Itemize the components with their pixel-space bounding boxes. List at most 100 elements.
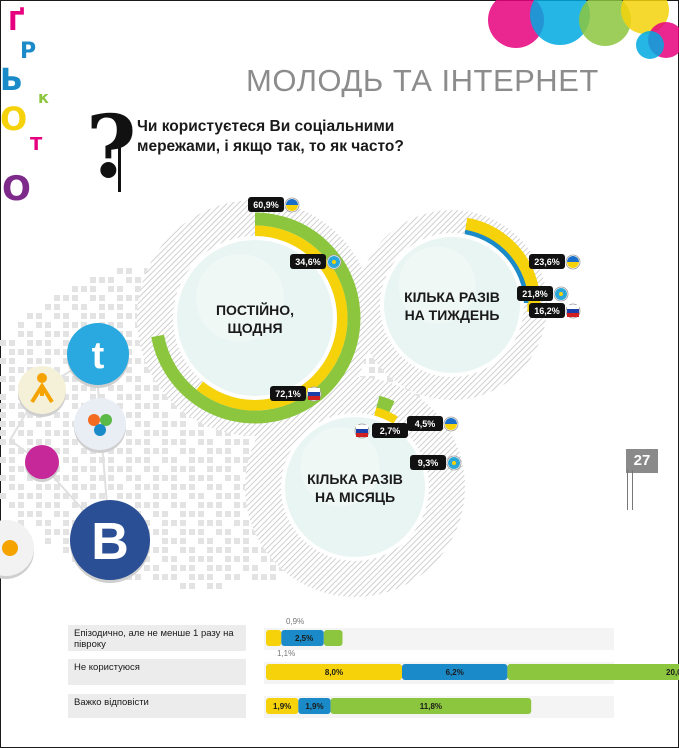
grid-dot: [162, 538, 168, 544]
grid-dot: [63, 358, 69, 364]
grid-dot: [117, 493, 123, 499]
grid-dot: [198, 421, 204, 427]
icq-icon: [18, 366, 66, 417]
grid-dot: [225, 475, 231, 481]
grid-dot: [153, 565, 159, 571]
bar-value-label: 1,9%: [305, 702, 323, 711]
bar-value-label: 6,2%: [446, 668, 464, 677]
grid-dot: [108, 277, 114, 283]
value-label: 9,3%: [410, 455, 462, 471]
grid-dot: [54, 493, 60, 499]
grid-dot: [9, 349, 15, 355]
grid-dot: [0, 358, 6, 364]
grid-dot: [189, 448, 195, 454]
grid-dot: [72, 484, 78, 490]
grid-dot: [207, 475, 213, 481]
grid-dot: [126, 376, 132, 382]
grid-dot: [0, 457, 6, 463]
grid-dot: [189, 547, 195, 553]
data-label: 23,6%: [534, 257, 560, 267]
grid-dot: [207, 556, 213, 562]
grid-dot: [117, 484, 123, 490]
data-label: 34,6%: [295, 257, 321, 267]
grid-dot: [189, 565, 195, 571]
radial-chart-title: ЩОДНЯ: [227, 320, 282, 336]
grid-dot: [63, 322, 69, 328]
grid-dot: [45, 340, 51, 346]
question-mark-icon: ?: [86, 97, 137, 198]
wl-petal: [88, 414, 100, 426]
grid-dot: [126, 493, 132, 499]
grid-dot: [234, 520, 240, 526]
grid-dot: [153, 529, 159, 535]
bar-segment: [330, 698, 532, 714]
grid-dot: [234, 538, 240, 544]
bar-category-label: Епізодично, але не менше 1 разу на півро…: [68, 625, 246, 651]
flag-top: [445, 418, 457, 424]
grid-dot: [234, 457, 240, 463]
grid-dot: [99, 313, 105, 319]
grid-dot: [27, 313, 33, 319]
grid-dot: [144, 439, 150, 445]
grid-dot: [153, 448, 159, 454]
grid-dot: [144, 448, 150, 454]
grid-dot: [225, 511, 231, 517]
stacked-bars: 8,0% 6,2% 20,0% 1,9% 1,9% 11,8% 0,9% 1,1%2,5%: [264, 617, 679, 718]
grid-dot: [126, 367, 132, 373]
grid-dot: [225, 430, 231, 436]
grid-dot: [27, 475, 33, 481]
grid-dot: [45, 421, 51, 427]
grid-dot: [18, 466, 24, 472]
grid-dot: [225, 457, 231, 463]
grid-dot: [63, 394, 69, 400]
radial-chart-title: КІЛЬКА РАЗІВ: [307, 471, 403, 487]
flag-bottom: [445, 424, 457, 430]
flag-blue: [567, 309, 579, 313]
grid-dot: [54, 313, 60, 319]
grid-dot: [234, 475, 240, 481]
grid-dot: [261, 556, 267, 562]
grid-dot: [225, 466, 231, 472]
grid-dot: [27, 331, 33, 337]
grid-dot: [18, 430, 24, 436]
flag-blue: [356, 429, 368, 433]
grid-dot: [117, 394, 123, 400]
grid-dot: [171, 457, 177, 463]
grid-dot: [234, 493, 240, 499]
grid-dot: [243, 547, 249, 553]
grid-dot: [90, 295, 96, 301]
grid-dot: [45, 304, 51, 310]
grid-dot: [126, 277, 132, 283]
russia-flag-icon: [565, 303, 581, 319]
grid-dot: [126, 412, 132, 418]
grid-dot: [207, 502, 213, 508]
grid-dot: [36, 439, 42, 445]
grid-dot: [117, 403, 123, 409]
grid-dot: [198, 475, 204, 481]
ukraine-flag-icon: [284, 197, 300, 213]
grid-dot: [180, 502, 186, 508]
grid-dot: [225, 565, 231, 571]
grid-dot: [45, 520, 51, 526]
divider-line: [627, 470, 628, 510]
grid-dot: [63, 412, 69, 418]
flag-sun: [452, 461, 456, 465]
kazakhstan-flag-icon: [553, 286, 569, 302]
grid-dot: [243, 520, 249, 526]
grid-dot: [180, 511, 186, 517]
grid-dot: [216, 583, 222, 589]
vk-glyph: B: [91, 513, 129, 571]
grid-dot: [90, 475, 96, 481]
grid-dot: [36, 322, 42, 328]
grid-dot: [117, 322, 123, 328]
grid-dot: [54, 295, 60, 301]
value-label-bg: [517, 286, 553, 301]
grid-dot: [252, 547, 258, 553]
flag-white: [308, 388, 320, 392]
grid-dot: [45, 430, 51, 436]
grid-dot: [234, 511, 240, 517]
grid-dot: [99, 394, 105, 400]
grid-dot: [198, 556, 204, 562]
value-label: 23,6%: [529, 254, 581, 270]
flag-white: [356, 425, 368, 429]
